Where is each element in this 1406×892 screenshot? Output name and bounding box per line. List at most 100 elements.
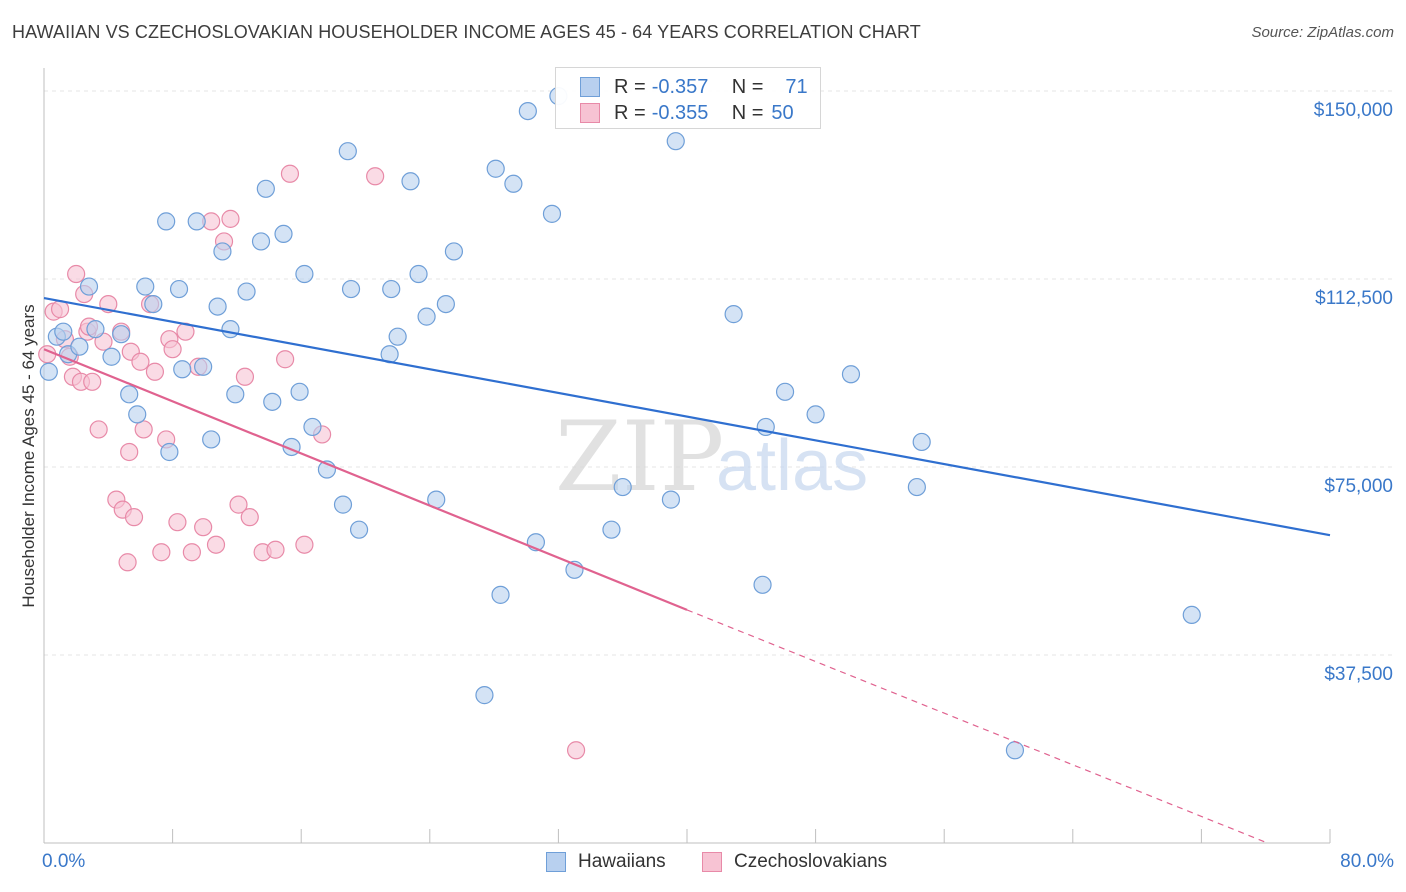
hawaiian-point bbox=[436, 294, 455, 314]
hawaiian-point bbox=[912, 432, 931, 452]
hawaiian-point bbox=[388, 327, 407, 346]
hawaiian-point bbox=[486, 159, 505, 178]
r-label: R = bbox=[614, 75, 646, 98]
watermark: ZIP atlas bbox=[555, 401, 868, 513]
hawaiian-point bbox=[221, 320, 240, 339]
hawaiian-point bbox=[444, 242, 464, 261]
czechoslovakians-legend-label: Czechoslovakians bbox=[734, 851, 888, 872]
czechoslovakians-n-value: 50 bbox=[771, 101, 794, 124]
czechoslovakian-point bbox=[235, 367, 255, 386]
axes bbox=[43, 68, 1331, 844]
hawaiian-point bbox=[251, 232, 271, 251]
hawaiian-point bbox=[274, 224, 293, 244]
hawaiian-point bbox=[144, 294, 163, 314]
chart-title: HAWAIIAN VS CZECHOSLOVAKIAN HOUSEHOLDER … bbox=[12, 22, 921, 42]
czechoslovakian-point bbox=[276, 350, 295, 369]
hawaiian-point bbox=[194, 357, 213, 376]
hawaiian-point bbox=[409, 264, 428, 284]
hawaiian-point bbox=[341, 279, 361, 299]
czechoslovakian-point bbox=[194, 518, 213, 537]
hawaiians-legend-label: Hawaiians bbox=[578, 851, 666, 872]
czechoslovakian-point bbox=[366, 167, 385, 186]
hawaiian-point bbox=[226, 385, 245, 404]
czechoslovakian-point bbox=[566, 741, 586, 760]
hawaiian-point bbox=[128, 405, 147, 424]
czechoslovakian-point bbox=[131, 352, 150, 371]
y-tick-label: $37,500 bbox=[1324, 664, 1393, 685]
hawaiian-point bbox=[349, 520, 369, 539]
hawaiian-point bbox=[666, 132, 685, 151]
hawaiian-point bbox=[39, 362, 58, 381]
hawaiian-point bbox=[79, 277, 99, 296]
hawaiian-point bbox=[775, 382, 795, 401]
czechoslovakian-point bbox=[124, 508, 144, 527]
hawaiians-n-value: 71 bbox=[785, 75, 808, 98]
czechoslovakian-point bbox=[240, 508, 259, 527]
hawaiian-point bbox=[173, 360, 192, 379]
hawaiian-point bbox=[213, 242, 232, 261]
hawaiian-point bbox=[542, 204, 562, 223]
watermark-zip: ZIP bbox=[555, 401, 724, 513]
hawaiian-point bbox=[263, 392, 282, 411]
hawaiian-point bbox=[338, 142, 357, 161]
hawaiian-point bbox=[54, 322, 73, 341]
hawaiian-point bbox=[602, 520, 621, 539]
czechoslovakian-point bbox=[118, 553, 137, 572]
n-label: N = bbox=[731, 101, 764, 124]
czechoslovakian-point bbox=[152, 543, 171, 562]
hawaiian-point bbox=[1005, 741, 1025, 760]
hawaiian-point bbox=[613, 477, 632, 497]
series-legend-hawaiians[interactable]: Hawaiians bbox=[546, 851, 666, 873]
czechoslovakian-point bbox=[266, 540, 285, 559]
hawaiian-point bbox=[401, 172, 420, 191]
czechoslovakians-points bbox=[38, 164, 586, 760]
czechoslovakian-point bbox=[89, 420, 108, 439]
watermark-atlas: atlas bbox=[716, 426, 868, 506]
series-legend-czechoslovakians[interactable]: Czechoslovakians bbox=[702, 851, 887, 873]
hawaiian-point bbox=[295, 264, 314, 284]
czechoslovakians-swatch bbox=[580, 103, 600, 123]
x-tick-min: 0.0% bbox=[42, 851, 86, 872]
hawaiian-point bbox=[417, 307, 436, 326]
czechoslovakian-point bbox=[280, 164, 300, 183]
y-tick-labels: $37,500 $75,000 $112,500 $150,000 bbox=[1314, 100, 1393, 685]
hawaiian-point bbox=[841, 365, 861, 384]
czechoslovakian-point bbox=[163, 340, 182, 359]
hawaiian-point bbox=[753, 575, 772, 594]
source-note: Source: ZipAtlas.com bbox=[1251, 24, 1394, 41]
hawaiian-point bbox=[333, 495, 353, 514]
hawaiian-point bbox=[136, 277, 155, 296]
hawaiian-point bbox=[112, 325, 131, 344]
czechoslovakians-r-value: -0.355 bbox=[651, 101, 709, 124]
czechoslovakian-point bbox=[221, 209, 240, 228]
hawaiians-legend-swatch bbox=[546, 852, 566, 872]
czechoslovakians-legend-swatch bbox=[702, 852, 722, 872]
hawaiian-point bbox=[724, 305, 743, 324]
hawaiian-point bbox=[475, 686, 494, 705]
hawaiian-point bbox=[157, 212, 176, 231]
hawaiians-points bbox=[39, 86, 1201, 760]
legend-row-hawaiians: R = -0.357 N = 71 bbox=[580, 74, 808, 100]
hawaiian-point bbox=[491, 585, 510, 604]
hawaiian-point bbox=[160, 442, 179, 462]
czechoslovakian-point bbox=[229, 495, 248, 514]
hawaiian-point bbox=[518, 101, 537, 121]
hawaiian-point bbox=[187, 212, 206, 231]
hawaiian-point bbox=[120, 385, 139, 404]
hawaiian-point bbox=[907, 477, 926, 497]
trend-line-extension bbox=[686, 609, 1268, 844]
hawaiian-point bbox=[256, 179, 275, 198]
hawaiian-point bbox=[303, 417, 322, 437]
hawaiian-point bbox=[237, 282, 256, 301]
czechoslovakian-point bbox=[134, 420, 153, 439]
hawaiian-point bbox=[102, 347, 121, 366]
hawaiian-point bbox=[661, 490, 681, 509]
correlation-legend: R = -0.357 N = 71 R = -0.355 N = 50 bbox=[555, 67, 821, 129]
n-label: N = bbox=[731, 75, 764, 98]
hawaiian-point bbox=[290, 382, 309, 401]
x-tick-max: 80.0% bbox=[1340, 851, 1394, 872]
hawaiian-point bbox=[208, 297, 227, 316]
czechoslovakian-point bbox=[120, 442, 139, 462]
czechoslovakian-point bbox=[67, 264, 86, 284]
czechoslovakian-point bbox=[168, 513, 187, 532]
